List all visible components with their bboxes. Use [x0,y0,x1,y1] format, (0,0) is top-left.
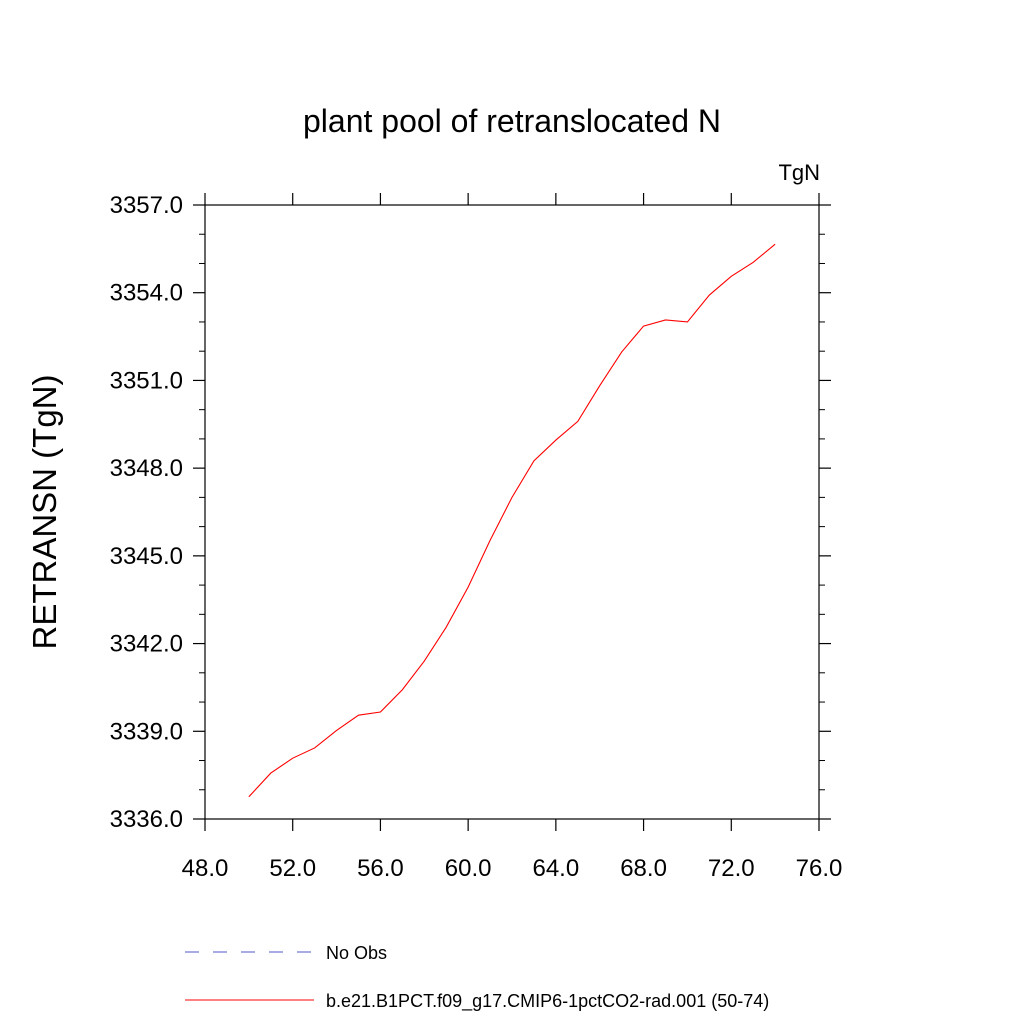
y-tick-label: 3345.0 [110,543,183,570]
x-axis: 48.0 52.0 56.0 60.0 64.0 68.0 72.0 76.0 [182,193,843,882]
x-tick-label: 72.0 [708,855,755,882]
y-tick-label: 3339.0 [110,718,183,745]
series-line-1 [248,243,776,798]
x-tick-label: 76.0 [796,855,843,882]
series-layer [248,243,776,798]
y-tick-label: 3354.0 [110,280,183,307]
y-tick-label: 3342.0 [110,631,183,658]
y-axis-label: RETRANSN (TgN) [26,374,63,649]
y-axis: 3336.0 3339.0 3342.0 3345.0 3348.0 3351.0 3354… [110,192,831,833]
x-tick-label: 48.0 [182,855,229,882]
plot-frame [204,204,820,820]
legend-label-0: No Obs [326,943,387,963]
units-label: TgN [778,160,820,185]
x-tick-label: 64.0 [532,855,579,882]
y-tick-label: 3336.0 [110,806,183,833]
legend-label-1: b.e21.B1PCT.f09_g17.CMIP6-1pctCO2-rad.00… [326,991,769,1012]
y-tick-label: 3348.0 [110,455,183,482]
x-tick-label: 52.0 [269,855,316,882]
x-tick-label: 60.0 [445,855,492,882]
y-tick-label: 3351.0 [110,367,183,394]
x-tick-label: 56.0 [357,855,404,882]
legend: No Obs b.e21.B1PCT.f09_g17.CMIP6-1pctCO2-… [185,943,769,1012]
chart-title: plant pool of retranslocated N [303,103,721,139]
x-tick-label: 68.0 [620,855,667,882]
y-tick-label: 3357.0 [110,192,183,219]
